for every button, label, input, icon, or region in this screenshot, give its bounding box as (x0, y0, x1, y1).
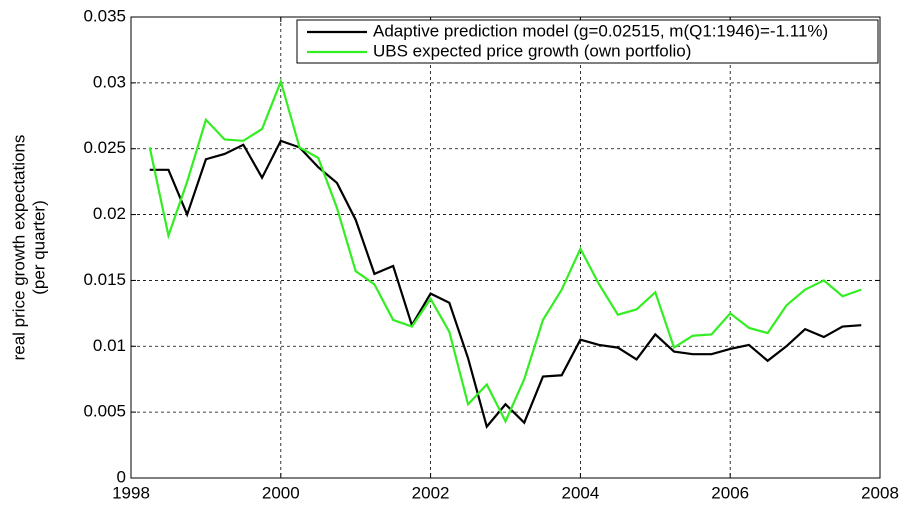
y-axis-label: real price growth expectations (9, 135, 28, 361)
x-tick-label: 2008 (861, 483, 899, 502)
data-line (149, 139, 862, 429)
y-tick-label: 0 (117, 467, 126, 486)
y-tick-label: 0.035 (83, 6, 126, 25)
legend: Adaptive prediction model (g=0.02515, m(… (296, 19, 879, 64)
x-tick-label: 2004 (561, 483, 599, 502)
x-tick-label: 2006 (711, 483, 749, 502)
x-tick-label: 2000 (262, 483, 300, 502)
legend-label: Adaptive prediction model (g=0.02515, m(… (373, 21, 828, 40)
y-tick-label: 0.03 (93, 72, 126, 91)
x-tick-label: 1998 (112, 483, 150, 502)
y-tick-label: 0.02 (93, 204, 126, 223)
axes-box (130, 16, 881, 479)
y-tick-label: 0.01 (93, 336, 126, 355)
legend-box (296, 19, 879, 64)
y-tick-label: 0.025 (83, 138, 126, 157)
data-line (148, 78, 862, 424)
legend-label: UBS expected price growth (own portfolio… (373, 41, 691, 60)
x-tick-label: 2002 (412, 483, 450, 502)
y-tick-label: 0.015 (83, 270, 126, 289)
plot-area (131, 17, 880, 478)
y-axis-label: (per quarter) (29, 200, 48, 294)
y-tick-label: 0.005 (83, 402, 126, 421)
